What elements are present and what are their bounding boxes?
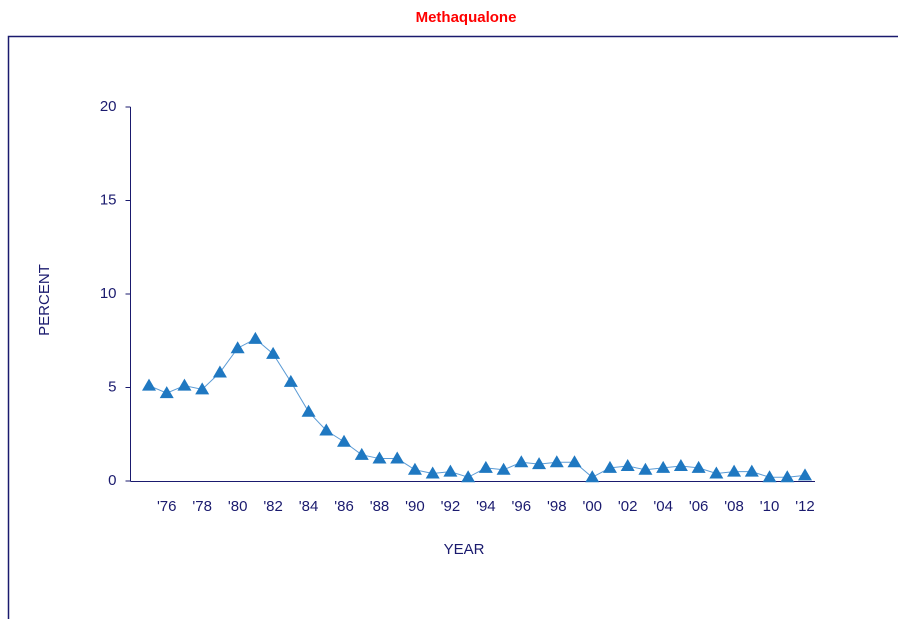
marker [337, 434, 352, 447]
y-tick-label: 15 [100, 191, 117, 208]
y-tick-label: 5 [108, 378, 116, 395]
marker [656, 460, 671, 473]
x-tick-label: '04 [653, 498, 673, 515]
marker [798, 468, 812, 481]
marker [673, 459, 688, 472]
x-tick-label: '80 [228, 498, 248, 515]
marker [585, 470, 600, 483]
marker [780, 470, 795, 483]
marker [159, 386, 174, 399]
marker [478, 460, 493, 473]
marker [602, 460, 617, 473]
x-tick-label: '76 [157, 498, 177, 515]
marker [762, 470, 777, 483]
x-tick-label: '94 [476, 498, 496, 515]
marker [514, 455, 529, 468]
marker [319, 423, 334, 436]
marker [195, 382, 210, 395]
x-tick-label: '88 [370, 498, 390, 515]
x-tick-label: '10 [760, 498, 780, 515]
marker [390, 451, 405, 464]
marker [230, 341, 245, 354]
marker [443, 464, 458, 477]
x-axis-label: YEAR [444, 541, 485, 558]
marker [212, 365, 227, 378]
marker [461, 470, 476, 483]
marker [727, 464, 742, 477]
chart-title: Methaqualone [416, 9, 517, 26]
x-tick-label: '08 [724, 498, 744, 515]
x-tick-label: '78 [192, 498, 212, 515]
x-tick-label: '92 [441, 498, 461, 515]
marker [283, 374, 298, 387]
marker [177, 378, 192, 391]
marker [301, 404, 316, 417]
marker [425, 466, 440, 479]
x-tick-label: '86 [334, 498, 354, 515]
x-tick-label: '06 [689, 498, 709, 515]
x-tick-label: '84 [299, 498, 319, 515]
x-tick-label: '12 [795, 498, 815, 515]
x-tick-label: '98 [547, 498, 567, 515]
marker [407, 462, 422, 475]
marker [496, 462, 511, 475]
marker [372, 451, 387, 464]
x-tick-label: '82 [263, 498, 283, 515]
marker [709, 466, 724, 479]
marker [142, 378, 156, 391]
marker [567, 455, 582, 468]
x-tick-label: '96 [512, 498, 532, 515]
marker [691, 460, 706, 473]
x-tick-label: '02 [618, 498, 638, 515]
y-tick-label: 10 [100, 285, 117, 302]
y-axis-label: PERCENT [36, 264, 53, 336]
x-tick-label: '90 [405, 498, 425, 515]
marker [532, 457, 547, 470]
marker [248, 331, 263, 344]
marker [549, 455, 564, 468]
marker [744, 464, 759, 477]
marker [620, 459, 635, 472]
series-line [148, 338, 806, 478]
x-tick-label: '00 [582, 498, 602, 515]
y-tick-label: 0 [108, 472, 116, 489]
y-tick-label: 20 [100, 98, 117, 115]
marker [638, 462, 653, 475]
frame [7, 35, 898, 619]
marker [354, 447, 369, 460]
marker [266, 346, 281, 359]
